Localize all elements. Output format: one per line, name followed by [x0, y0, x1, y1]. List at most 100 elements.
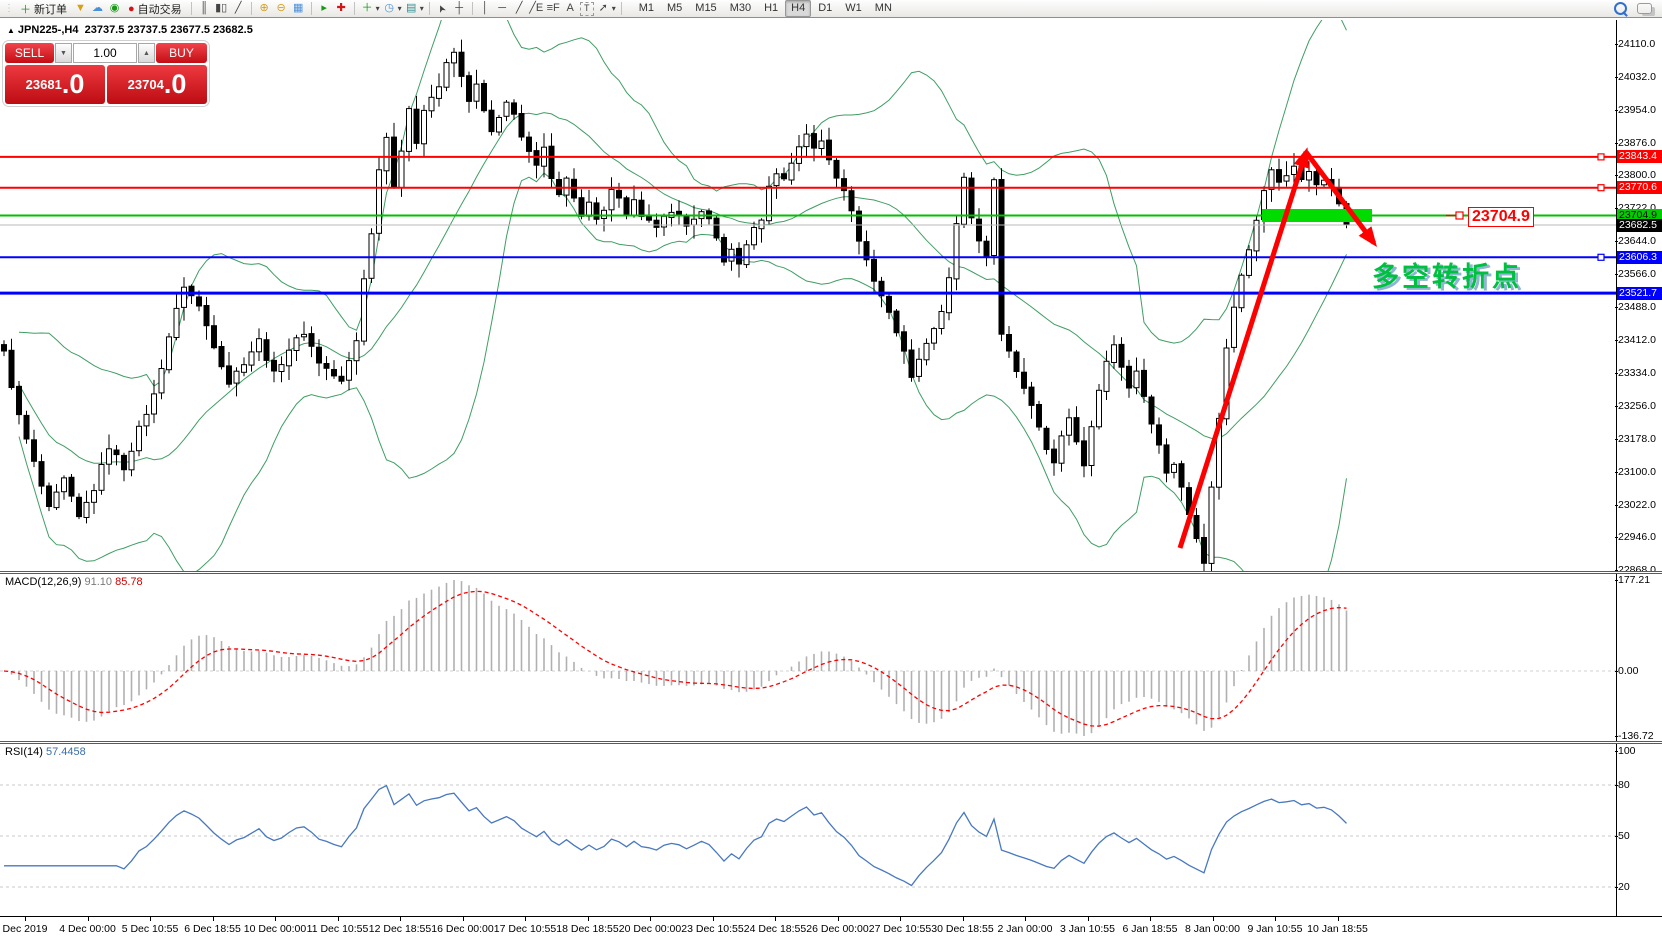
macd-signal-value: 85.78: [115, 576, 143, 588]
chart-shift-icon[interactable]: ▸: [321, 2, 327, 14]
cloud-sync-icon[interactable]: ☁: [92, 2, 103, 14]
autotrade-button[interactable]: ● 自动交易: [124, 1, 186, 16]
timeframe-W1[interactable]: W1: [845, 2, 862, 14]
time-label: 24 Dec 18:55: [743, 923, 807, 935]
panel-separator[interactable]: [0, 741, 1662, 744]
templates-icon[interactable]: ▤: [405, 2, 417, 14]
rsi-axis-tick: 20: [1615, 881, 1630, 893]
time-axis-tick: [25, 917, 26, 921]
new-order-button[interactable]: ＋ 新订单: [16, 1, 71, 16]
turning-point-annotation[interactable]: 多空转折点: [1372, 262, 1522, 292]
timeframe-MN[interactable]: MN: [874, 2, 892, 14]
rsi-indicator-canvas[interactable]: [0, 744, 1616, 916]
templates-dropdown-icon[interactable]: ▾: [419, 4, 424, 13]
auto-scroll-icon[interactable]: ✚: [336, 2, 346, 14]
line-chart-icon[interactable]: ╱: [234, 2, 242, 14]
bar-chart-icon[interactable]: ║: [200, 2, 209, 14]
panel-separator[interactable]: [0, 571, 1662, 574]
signals-icon[interactable]: ◉: [109, 2, 120, 14]
horizontal-line-tool-icon[interactable]: ─: [498, 2, 507, 14]
time-axis-tick: [462, 917, 464, 921]
candlestick-chart-icon[interactable]: ▮▯: [215, 2, 228, 14]
time-label: 16 Dec 00:00: [431, 923, 494, 935]
time-axis-tick: [837, 917, 839, 921]
macd-indicator-canvas[interactable]: [0, 574, 1616, 741]
time-label: 3 Jan 10:55: [1060, 923, 1115, 935]
sell-price-main: 23681: [25, 77, 62, 92]
styles-funnel-icon[interactable]: ▼: [75, 2, 86, 14]
autotrade-icon: ●: [128, 2, 135, 15]
indicators-icon[interactable]: ＋: [361, 2, 373, 14]
sell-price-display[interactable]: 23681.0: [5, 65, 105, 104]
timeframe-D1[interactable]: D1: [818, 2, 833, 14]
main-chart-canvas[interactable]: [0, 20, 1616, 571]
autotrade-label: 自动交易: [137, 3, 182, 16]
cursor-tool-icon[interactable]: ➤: [435, 2, 449, 15]
crosshair-tool-icon[interactable]: ┼: [455, 2, 464, 14]
arrows-tool-icon[interactable]: ➚: [598, 2, 608, 14]
price-level-badge: 23843.4: [1617, 150, 1662, 164]
timeframe-M30[interactable]: M30: [729, 2, 752, 14]
zoom-in-icon[interactable]: ⊕: [259, 2, 269, 14]
text-tool-icon[interactable]: A: [566, 2, 574, 14]
price-callout-label[interactable]: 23704.9: [1468, 207, 1534, 227]
chat-icon[interactable]: [1637, 3, 1652, 14]
price-axis-tick: 23876.0: [1615, 137, 1656, 150]
toolbar-separator: [620, 2, 622, 15]
timeframe-H1[interactable]: H1: [764, 2, 779, 14]
timeframe-toolbar: M1 M5 M15 M30 H1 H4 D1 W1 MN: [633, 0, 898, 17]
trendline-tool-icon[interactable]: ╱: [515, 2, 523, 14]
text-label-tool-icon[interactable]: T: [579, 1, 594, 16]
price-level-badge: 23606.3: [1617, 250, 1662, 264]
time-axis-tick: [1025, 917, 1026, 921]
buy-button[interactable]: BUY: [156, 43, 207, 63]
toolbar-separator: [310, 2, 312, 15]
tile-windows-icon[interactable]: ▦: [292, 2, 304, 14]
arrows-dropdown-icon[interactable]: ▾: [611, 4, 616, 13]
time-label: 18 Dec 18:55: [556, 923, 619, 935]
timeframe-M5[interactable]: M5: [667, 2, 683, 14]
search-icon[interactable]: [1614, 2, 1627, 15]
toolbar-separator: [428, 2, 430, 15]
time-axis-tick: [212, 917, 214, 921]
time-label: 10 Dec 00:00: [243, 923, 307, 935]
time-axis-tick: [962, 917, 964, 921]
macd-main-value: 91.10: [84, 576, 113, 588]
macd-label: MACD(12,26,9) 91.10 85.78: [5, 576, 143, 588]
price-axis-tick: 24032.0: [1615, 71, 1656, 84]
buy-price-display[interactable]: 23704.0: [107, 65, 207, 104]
vertical-line-tool-icon[interactable]: │: [481, 2, 489, 14]
fibonacci-tool-icon[interactable]: ≡F: [546, 2, 560, 14]
channel-tool-icon[interactable]: ╱E: [529, 2, 544, 14]
time-axis-tick: [1275, 917, 1276, 921]
buy-price-pips: .0: [163, 69, 187, 99]
price-axis-tick: 23022.0: [1615, 498, 1656, 511]
price-axis-tick: 23334.0: [1615, 366, 1656, 379]
price-axis-border: [1616, 20, 1617, 916]
periods-dropdown-icon[interactable]: ▾: [397, 4, 402, 13]
periods-clock-icon[interactable]: ◷: [384, 2, 394, 14]
price-axis-tick: 23100.0: [1615, 465, 1656, 478]
timeframe-M1[interactable]: M1: [638, 2, 654, 14]
timeframe-M15[interactable]: M15: [695, 2, 717, 14]
price-axis-tick: 23256.0: [1615, 399, 1656, 412]
one-click-collapse-icon[interactable]: ▲: [7, 26, 15, 35]
toolbar-grip[interactable]: ⋮: [4, 3, 14, 14]
time-label: 4 Dec 00:00: [59, 923, 116, 935]
timeframe-H4[interactable]: H4: [785, 0, 812, 17]
toolbar-separator: [190, 2, 192, 15]
volume-decrease-button[interactable]: ▼: [55, 43, 72, 63]
price-level-badge: 23682.5: [1617, 218, 1662, 232]
time-label: 23 Dec 10:55: [681, 923, 744, 935]
time-axis[interactable]: Dec 2019 4 Dec 00:00 5 Dec 10:55 6 Dec 18:5…: [0, 916, 1662, 940]
macd-axis-tick: 177.21: [1614, 574, 1651, 586]
time-axis-tick: [275, 917, 276, 921]
price-axis-tick: 22946.0: [1615, 530, 1656, 543]
indicators-dropdown-icon[interactable]: ▾: [375, 4, 380, 13]
sell-button[interactable]: SELL: [5, 43, 54, 63]
zoom-out-icon[interactable]: ⊖: [276, 2, 286, 14]
volume-input[interactable]: [73, 43, 137, 63]
macd-axis-tick: 0.00: [1614, 665, 1639, 677]
time-label: 6 Jan 18:55: [1122, 923, 1178, 935]
volume-increase-button[interactable]: ▲: [138, 43, 155, 63]
